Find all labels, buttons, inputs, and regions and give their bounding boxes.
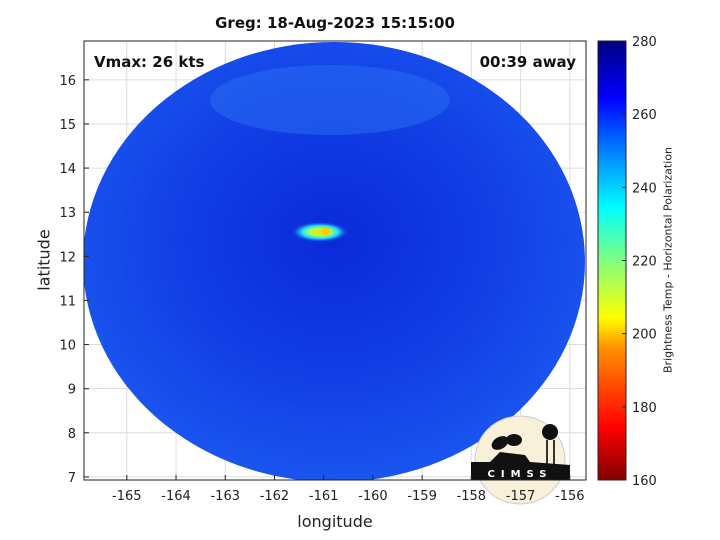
colorbar-tick-label: 240 xyxy=(632,181,657,196)
x-tick-label: -164 xyxy=(161,489,191,504)
vmax-label: Vmax: 26 kts xyxy=(94,53,205,71)
colorbar-tick-label: 160 xyxy=(632,474,657,489)
colorbar-tick-label: 260 xyxy=(632,108,657,123)
y-tick-label: 14 xyxy=(59,162,76,177)
x-tick-label: -165 xyxy=(112,489,142,504)
cold-cloud-feature xyxy=(292,222,348,242)
x-tick-label: -162 xyxy=(260,489,290,504)
colorbar-tick-label: 280 xyxy=(632,35,657,50)
satellite-swath xyxy=(84,42,585,480)
axis-ticks: -165 -164 -163 -162 -161 -160 -159 -158 -157 -156… xyxy=(59,74,584,504)
x-tick-label: -156 xyxy=(555,489,585,504)
y-tick-label: 15 xyxy=(59,118,76,133)
y-axis-label: latitude xyxy=(34,229,54,291)
svg-text:CIMSS: CIMSS xyxy=(488,469,553,480)
colorbar-tick-label: 180 xyxy=(632,401,657,416)
y-tick-label: 12 xyxy=(59,250,76,265)
colorbar-tick-label: 220 xyxy=(632,255,657,270)
x-tick-label: -161 xyxy=(309,489,339,504)
colorbar-label: Brightness Temp - Horizontal Polarizatio… xyxy=(661,147,675,373)
cimss-logo: CIMSS xyxy=(471,415,570,505)
y-tick-label: 9 xyxy=(68,383,76,398)
y-tick-label: 13 xyxy=(59,206,76,221)
axes-box xyxy=(83,40,587,481)
y-tick-label: 11 xyxy=(59,294,76,309)
coldest-point xyxy=(322,227,330,235)
x-tick-label: -159 xyxy=(407,489,437,504)
colorbar xyxy=(597,40,627,481)
x-axis-label: longitude xyxy=(297,512,373,531)
y-tick-label: 10 xyxy=(59,339,76,354)
colorbar-ticks: 160 180 200 220 240 260 280 xyxy=(622,35,657,489)
y-tick-label: 16 xyxy=(59,74,76,89)
x-tick-label: -163 xyxy=(210,489,240,504)
chart-title: Greg: 18-Aug-2023 15:15:00 xyxy=(215,14,455,32)
time-away-label: 00:39 away xyxy=(479,53,576,71)
y-tick-label: 7 xyxy=(68,471,76,486)
x-tick-label: -158 xyxy=(457,489,487,504)
colorbar-tick-label: 200 xyxy=(632,328,657,343)
swath-band xyxy=(210,65,450,135)
y-tick-label: 8 xyxy=(68,427,76,442)
x-tick-label: -160 xyxy=(358,489,388,504)
x-tick-label: -157 xyxy=(506,489,536,504)
